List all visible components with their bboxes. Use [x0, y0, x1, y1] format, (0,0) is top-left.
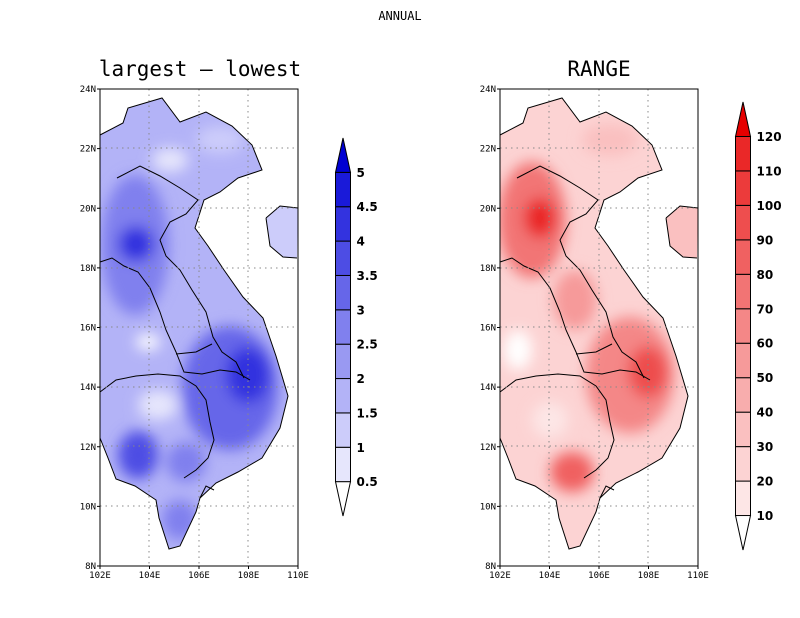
right-lon-tick-label: 110E [687, 571, 709, 581]
right-colorbar-label: 80 [757, 268, 774, 282]
right-lon-tick-label: 104E [539, 571, 561, 581]
left-colorbar-swatch [335, 378, 351, 414]
left-lat-tick-label: 18N [80, 264, 96, 274]
left-colorbar-swatch [335, 412, 351, 448]
right-lon-tick-label: 106E [588, 571, 610, 581]
right-lat-tick-label: 16N [480, 324, 496, 334]
right-lon-tick-label: 108E [638, 571, 660, 581]
right-colorbar-swatch [735, 204, 751, 241]
right-colorbar-swatch [735, 239, 751, 275]
right-colorbar-swatch [735, 308, 751, 344]
left-lon-tick-label: 108E [238, 571, 260, 581]
left-colorbar: 0.5 1 1.5 2 2.5 3 3.5 4 4.5 5 [334, 137, 378, 517]
left-borders [99, 97, 299, 550]
right-lat-tick-label: 20N [480, 204, 496, 214]
left-colorbar-swatch [335, 343, 351, 380]
left-colorbar-swatch [335, 206, 351, 242]
left-colorbar-swatch [335, 446, 351, 483]
left-gridlines [100, 89, 298, 566]
left-lat-tick-label: 20N [80, 204, 96, 214]
right-colorbar-label: 60 [757, 337, 774, 351]
right-lat-tick-label: 18N [480, 264, 496, 274]
left-lat-tick-label: 10N [80, 502, 96, 512]
right-lon-tick-label: 102E [489, 571, 511, 581]
right-colorbar: 10 20 30 40 50 60 70 80 90 100 110 120 [734, 101, 782, 551]
left-lon-tick-label: 102E [89, 571, 111, 581]
right-colorbar-swatch [735, 170, 751, 206]
right-colorbar-swatch [735, 377, 751, 413]
right-colorbar-swatch [735, 273, 751, 310]
left-field-mainland [100, 98, 288, 549]
left-colorbar-max-triangle [334, 137, 352, 173]
right-colorbar-swatch [735, 411, 751, 448]
right-map-panel: RANGE [480, 57, 782, 581]
right-colorbar-label: 120 [757, 130, 782, 144]
left-colorbar-label: 3.5 [357, 269, 378, 283]
left-lat-tick-label: 22N [80, 145, 96, 155]
left-lat-tick-label: 24N [80, 85, 96, 95]
left-colorbar-label: 5 [357, 166, 365, 180]
left-panel-title: largest – lowest [99, 57, 301, 81]
left-colorbar-label: 2.5 [357, 338, 378, 352]
left-colorbar-label: 1 [357, 441, 365, 455]
right-gridlines [500, 89, 698, 566]
left-colorbar-label: 4.5 [357, 200, 378, 214]
right-colorbar-label: 30 [757, 440, 774, 454]
left-axis-ticks: 102E 104E 106E 108E 110E 8N 10N 12N 14N 16N 18N 20N… [80, 85, 309, 581]
right-colorbar-label: 70 [757, 302, 774, 316]
right-colorbar-swatch [735, 342, 751, 379]
left-colorbar-swatch [335, 274, 351, 311]
left-lat-tick-label: 14N [80, 383, 96, 393]
right-colorbar-label: 100 [757, 199, 782, 213]
left-colorbar-label: 3 [357, 303, 365, 317]
left-lat-tick-label: 12N [80, 443, 96, 453]
left-lat-tick-label: 16N [80, 324, 96, 334]
right-lat-tick-label: 8N [485, 562, 496, 572]
left-lon-tick-label: 110E [287, 571, 309, 581]
right-colorbar-swatch [735, 446, 751, 482]
left-colorbar-swatch [335, 240, 351, 276]
right-colorbar-label: 20 [757, 475, 774, 489]
left-lon-tick-label: 104E [139, 571, 161, 581]
right-lat-tick-label: 10N [480, 502, 496, 512]
left-colorbar-label: 0.5 [357, 475, 378, 489]
right-colorbar-label: 50 [757, 371, 774, 385]
right-panel-title: RANGE [567, 57, 630, 81]
right-colorbar-label: 10 [757, 509, 774, 523]
right-axis-ticks: 102E 104E 106E 108E 110E 8N 10N 12N 14N 16N 18N 20N… [480, 85, 709, 581]
right-colorbar-min-triangle [734, 515, 752, 551]
left-colorbar-label: 4 [357, 235, 365, 249]
right-colorbar-swatch [735, 135, 751, 172]
right-colorbar-max-triangle [734, 101, 752, 137]
right-lat-tick-label: 24N [480, 85, 496, 95]
right-lat-tick-label: 22N [480, 145, 496, 155]
left-colorbar-label: 1.5 [357, 406, 378, 420]
left-colorbar-swatch [335, 171, 351, 208]
left-colorbar-min-triangle [334, 481, 352, 517]
left-map-panel: largest – lowest [80, 57, 378, 581]
left-lat-tick-label: 8N [85, 562, 96, 572]
right-borders [499, 97, 699, 550]
right-colorbar-label: 110 [757, 164, 782, 178]
right-colorbar-swatch [735, 480, 751, 517]
right-colorbar-label: 90 [757, 233, 774, 247]
left-lon-tick-label: 106E [188, 571, 210, 581]
left-colorbar-swatch [335, 309, 351, 345]
left-colorbar-label: 2 [357, 372, 365, 386]
right-lat-tick-label: 14N [480, 383, 496, 393]
right-lat-tick-label: 12N [480, 443, 496, 453]
figure-title: ANNUAL [378, 9, 422, 23]
right-colorbar-label: 40 [757, 406, 774, 420]
